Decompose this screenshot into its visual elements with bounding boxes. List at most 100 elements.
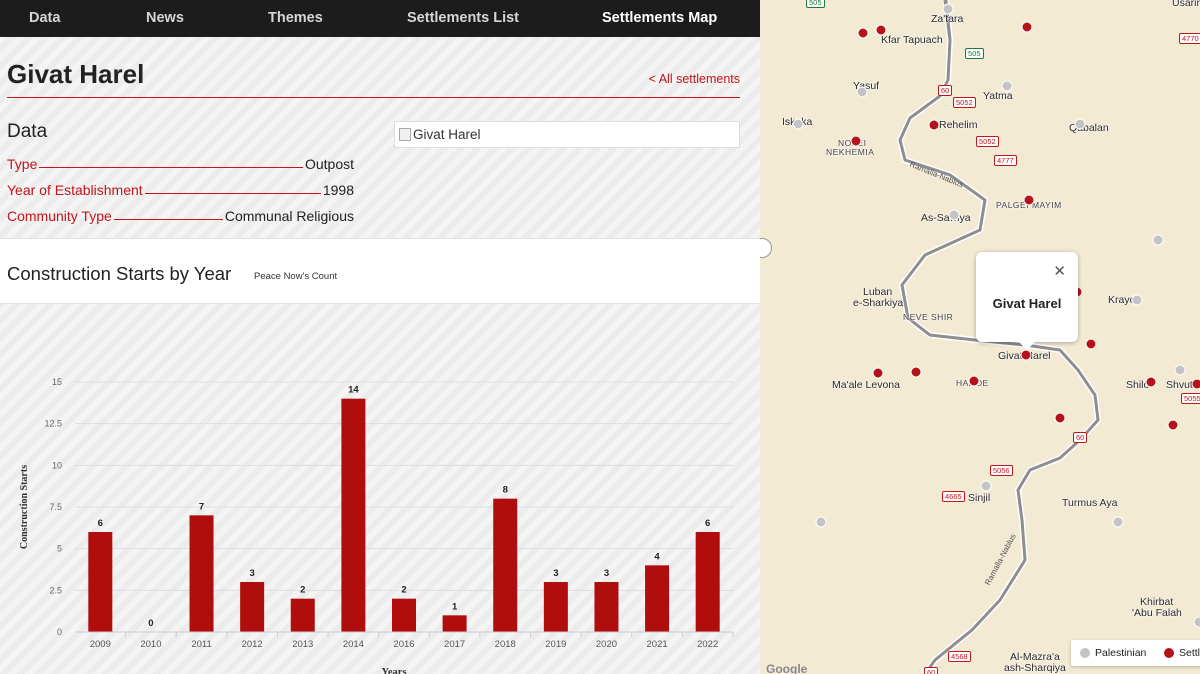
x-tick-label: 2013 xyxy=(292,639,313,650)
settlements-map[interactable]: Za'tara Kfar Tapuach Usarin Yasuf Yatma … xyxy=(760,0,1200,674)
data-label: 3 xyxy=(250,568,255,579)
settlement-marker[interactable] xyxy=(850,135,862,147)
page-title: Givat Harel xyxy=(7,59,145,89)
data-label: 3 xyxy=(604,568,609,579)
all-settlements-link[interactable]: < All settlements xyxy=(648,72,740,86)
settlement-marker[interactable] xyxy=(1085,338,1097,350)
nav-item-data[interactable]: Data xyxy=(29,10,61,26)
legend-dot-icon xyxy=(1080,648,1090,658)
bar xyxy=(290,598,315,632)
road-badge: 5056 xyxy=(990,465,1013,476)
palestinian-marker[interactable] xyxy=(1112,516,1124,528)
legend-dot-icon xyxy=(1164,648,1174,658)
settlement-marker[interactable] xyxy=(928,119,940,131)
y-tick-label: 10 xyxy=(52,460,62,470)
data-row-type: Type Outpost xyxy=(7,154,354,172)
road-badge: 60 xyxy=(924,667,939,674)
data-label: 6 xyxy=(705,518,710,529)
map-label: Al-Mazra'a xyxy=(1010,651,1060,663)
data-label: 14 xyxy=(348,385,359,396)
map-label: 'Abu Falah xyxy=(1132,607,1182,619)
map-label: Sinjil xyxy=(968,492,991,504)
x-tick-label: 2017 xyxy=(444,639,465,650)
data-label: 2 xyxy=(401,585,406,596)
settlement-marker[interactable] xyxy=(1020,349,1032,361)
data-heading: Data xyxy=(7,121,48,142)
map-label: e-Sharkiya xyxy=(853,297,904,309)
settlement-marker[interactable] xyxy=(1023,194,1035,206)
palestinian-marker[interactable] xyxy=(942,3,954,15)
settlement-image: Givat Harel xyxy=(394,121,740,148)
map-label: Ma'ale Levona xyxy=(832,379,900,391)
map-legend: Palestinian Settl xyxy=(1071,640,1200,666)
image-alt-label: Givat Harel xyxy=(413,127,481,142)
data-label: 8 xyxy=(503,485,508,496)
palestinian-marker[interactable] xyxy=(1193,616,1200,628)
settlement-marker[interactable] xyxy=(875,24,887,36)
bar xyxy=(392,598,416,632)
x-tick-label: 2021 xyxy=(647,639,668,650)
google-logo: Google xyxy=(766,662,808,674)
data-label: 7 xyxy=(199,501,204,512)
palestinian-marker[interactable] xyxy=(792,118,804,130)
palestinian-marker[interactable] xyxy=(948,209,960,221)
construction-bar-chart: 0 2.5 5 7.5 10 12.5 15 6 2009 0 2010 7 2011 3 2012 2 201… xyxy=(19,377,734,674)
data-label: 4 xyxy=(654,551,660,562)
image-alt-text: Givat Harel xyxy=(399,127,481,142)
legend-item-palestinian: Palestinian xyxy=(1080,647,1146,659)
settlement-marker[interactable] xyxy=(1191,378,1200,390)
map-label: Rehelim xyxy=(939,119,978,131)
x-tick-label: 2010 xyxy=(140,639,161,650)
settlement-marker[interactable] xyxy=(1054,412,1066,424)
data-label: 0 xyxy=(148,618,153,629)
bar xyxy=(341,398,366,632)
map-markers xyxy=(792,3,1200,628)
data-row-community-type: Community Type Communal Religious xyxy=(7,206,354,224)
x-tick-label: 2022 xyxy=(697,639,718,650)
x-tick-label: 2014 xyxy=(343,639,364,650)
settlement-marker[interactable] xyxy=(1167,419,1179,431)
palestinian-marker[interactable] xyxy=(815,516,827,528)
settlement-marker[interactable] xyxy=(910,366,922,378)
road-badge: 5052 xyxy=(953,97,976,108)
bar xyxy=(645,565,670,632)
road-badge: 505 xyxy=(806,0,825,8)
y-tick-label: 15 xyxy=(52,377,62,387)
palestinian-marker[interactable] xyxy=(980,480,992,492)
nav-item-settlements-list[interactable]: Settlements List xyxy=(407,10,519,26)
bar xyxy=(695,532,720,632)
road-badge: 505 xyxy=(965,48,984,59)
settlement-marker[interactable] xyxy=(872,367,884,379)
map-label: ash-Sharqiya xyxy=(1004,662,1066,674)
palestinian-marker[interactable] xyxy=(1074,118,1086,130)
y-tick-label: 5 xyxy=(57,544,62,554)
settlement-marker[interactable] xyxy=(1145,376,1157,388)
palestinian-marker[interactable] xyxy=(856,86,868,98)
settlement-marker[interactable] xyxy=(857,27,869,39)
y-tick-label: 0 xyxy=(57,627,62,637)
x-tick-label: 2019 xyxy=(545,639,566,650)
palestinian-marker[interactable] xyxy=(1001,80,1013,92)
x-axis-label: Years xyxy=(381,667,406,674)
nav-item-themes[interactable]: Themes xyxy=(268,10,323,26)
y-tick-label: 7.5 xyxy=(49,502,62,512)
settlement-marker[interactable] xyxy=(968,375,980,387)
x-tick-label: 2012 xyxy=(242,639,263,650)
palestinian-marker[interactable] xyxy=(1152,234,1164,246)
close-icon[interactable]: ✕ xyxy=(1053,263,1066,280)
bar xyxy=(442,615,467,632)
bar xyxy=(189,515,214,632)
map-label: Shvut xyxy=(1166,379,1193,391)
legend-item-settlement: Settl xyxy=(1164,647,1200,659)
nav-item-news[interactable]: News xyxy=(146,10,184,26)
road-badge: 4770 xyxy=(1179,33,1200,44)
settlement-marker[interactable] xyxy=(1021,21,1033,33)
data-value: Outpost xyxy=(304,156,354,172)
map-label: Za'tara xyxy=(931,13,964,25)
data-row-year: Year of Establishment 1998 xyxy=(7,180,354,198)
bar xyxy=(493,498,518,632)
bar xyxy=(543,582,568,632)
palestinian-marker[interactable] xyxy=(1131,294,1143,306)
nav-item-settlements-map[interactable]: Settlements Map xyxy=(602,10,718,26)
palestinian-marker[interactable] xyxy=(1174,364,1186,376)
